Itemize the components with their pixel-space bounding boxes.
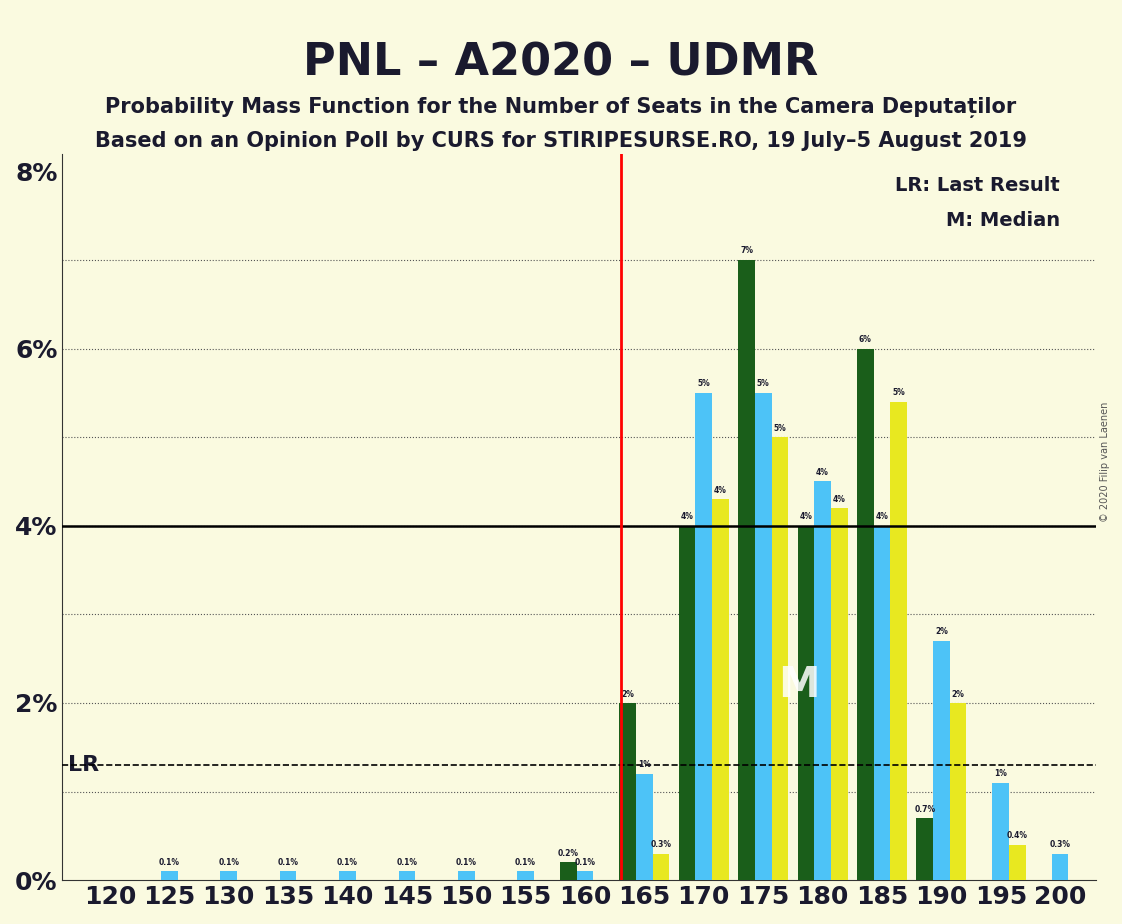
Text: 4%: 4% <box>714 486 727 494</box>
Text: 0.3%: 0.3% <box>651 840 672 849</box>
Text: 5%: 5% <box>892 388 905 397</box>
Text: 0.1%: 0.1% <box>574 857 596 867</box>
Bar <box>696 393 712 881</box>
Bar <box>220 871 237 881</box>
Bar <box>636 773 653 881</box>
Text: 0.2%: 0.2% <box>558 849 579 858</box>
Bar <box>857 348 874 881</box>
Text: Based on an Opinion Poll by CURS for STIRIPESURSE.RO, 19 July–5 August 2019: Based on an Opinion Poll by CURS for STI… <box>95 131 1027 152</box>
Text: 0.1%: 0.1% <box>277 857 298 867</box>
Text: 0.1%: 0.1% <box>456 857 477 867</box>
Text: 5%: 5% <box>698 380 710 388</box>
Text: 1%: 1% <box>994 770 1008 778</box>
Text: 0.1%: 0.1% <box>396 857 417 867</box>
Text: 5%: 5% <box>773 424 787 432</box>
Bar <box>755 393 772 881</box>
Text: 5%: 5% <box>757 380 770 388</box>
Bar <box>560 862 577 881</box>
Bar <box>798 526 815 881</box>
Text: Probability Mass Function for the Number of Seats in the Camera Deputaților: Probability Mass Function for the Number… <box>105 97 1017 118</box>
Text: 4%: 4% <box>875 512 889 521</box>
Bar <box>619 703 636 881</box>
Bar <box>949 703 966 881</box>
Text: 6%: 6% <box>859 335 872 344</box>
Bar <box>917 818 934 881</box>
Bar <box>653 854 670 881</box>
Bar <box>458 871 475 881</box>
Text: 2%: 2% <box>935 627 948 637</box>
Text: LR: Last Result: LR: Last Result <box>895 176 1060 195</box>
Bar <box>890 402 907 881</box>
Bar <box>577 871 594 881</box>
Bar <box>831 508 847 881</box>
Text: 2%: 2% <box>622 689 634 699</box>
Bar <box>1051 854 1068 881</box>
Text: 1%: 1% <box>638 760 651 770</box>
Bar <box>712 499 728 881</box>
Text: 0.1%: 0.1% <box>218 857 239 867</box>
Bar <box>279 871 296 881</box>
Bar <box>934 641 949 881</box>
Bar <box>160 871 177 881</box>
Bar <box>993 783 1009 881</box>
Bar <box>517 871 534 881</box>
Bar <box>339 871 356 881</box>
Bar <box>679 526 696 881</box>
Text: 0.4%: 0.4% <box>1006 832 1028 840</box>
Text: 0.1%: 0.1% <box>159 857 180 867</box>
Text: 0.1%: 0.1% <box>515 857 536 867</box>
Text: 0.7%: 0.7% <box>914 805 936 814</box>
Bar <box>815 481 831 881</box>
Text: 4%: 4% <box>816 468 829 477</box>
Text: © 2020 Filip van Laenen: © 2020 Filip van Laenen <box>1101 402 1110 522</box>
Bar <box>398 871 415 881</box>
Text: PNL – A2020 – UDMR: PNL – A2020 – UDMR <box>303 42 819 85</box>
Text: 4%: 4% <box>800 512 812 521</box>
Bar <box>874 526 890 881</box>
Text: M: M <box>778 664 819 706</box>
Text: 0.3%: 0.3% <box>1050 840 1070 849</box>
Text: M: Median: M: Median <box>946 212 1060 230</box>
Text: 2%: 2% <box>951 689 965 699</box>
Text: 0.1%: 0.1% <box>337 857 358 867</box>
Bar <box>738 260 755 881</box>
Bar <box>772 437 788 881</box>
Bar <box>1009 845 1026 881</box>
Text: 4%: 4% <box>681 512 693 521</box>
Text: LR: LR <box>68 755 100 775</box>
Text: 7%: 7% <box>741 247 753 256</box>
Text: 4%: 4% <box>833 494 846 504</box>
